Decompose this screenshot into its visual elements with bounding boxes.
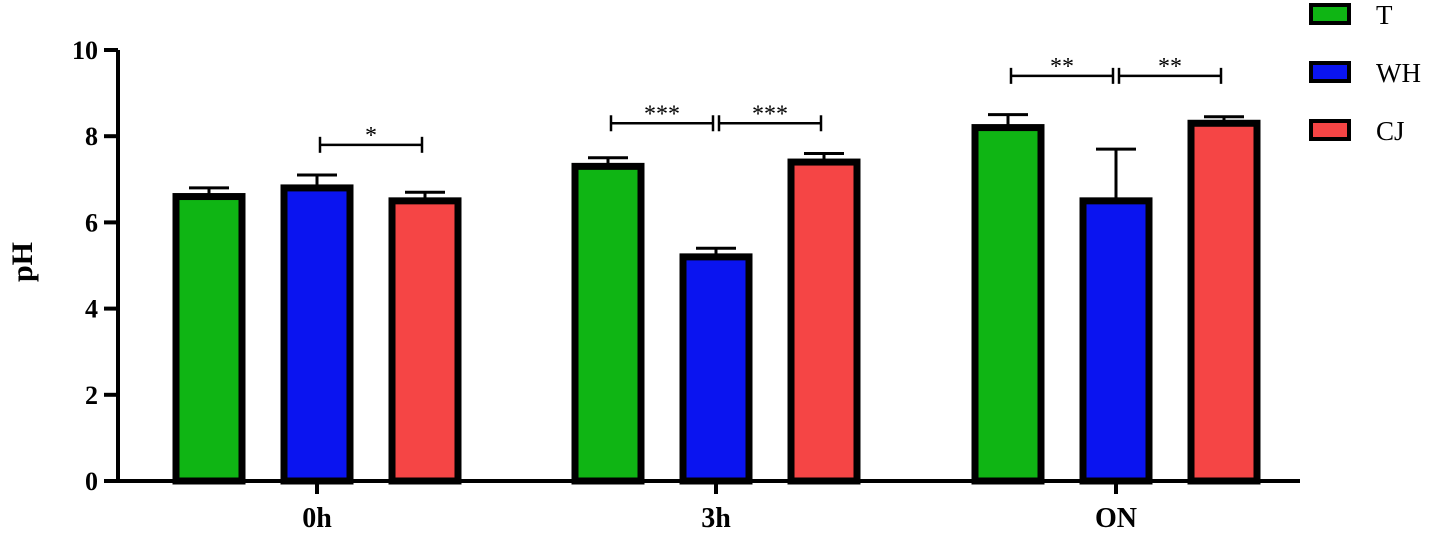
y-tick-label: 2 xyxy=(85,381,98,410)
legend-label: CJ xyxy=(1376,116,1405,146)
legend-item-t: T xyxy=(1309,0,1393,30)
significance-label: *** xyxy=(644,101,680,127)
bars xyxy=(172,119,1261,485)
bar-t-on xyxy=(971,124,1045,485)
bar-wh-on xyxy=(1079,197,1153,485)
bar-cj-0h xyxy=(388,197,462,485)
legend-swatch xyxy=(1309,119,1351,141)
x-category-label: ON xyxy=(1095,503,1137,533)
significance-bracket: *** xyxy=(609,101,715,132)
bar-t-3h xyxy=(571,162,645,485)
significance-bracket: ** xyxy=(1009,54,1115,84)
y-tick-label: 6 xyxy=(85,208,98,237)
y-tick-label: 0 xyxy=(85,467,98,496)
significance-label: ** xyxy=(1050,54,1074,80)
y-tick-label: 8 xyxy=(85,122,98,151)
legend-swatch xyxy=(1309,61,1351,83)
significance-label: ** xyxy=(1158,54,1182,80)
bar-cj-on xyxy=(1187,119,1261,485)
bar-cj-3h xyxy=(787,158,861,485)
x-category-label: 3h xyxy=(701,503,731,533)
legend-label: T xyxy=(1376,0,1393,30)
legend-label: WH xyxy=(1376,58,1421,88)
bar-wh-3h xyxy=(679,253,753,485)
significance-label: * xyxy=(365,123,377,149)
significance-bracket: * xyxy=(318,123,424,153)
significance-brackets: **** ***** ** xyxy=(318,54,1223,153)
legend-swatch xyxy=(1309,3,1351,25)
bar-wh-0h xyxy=(280,184,354,485)
significance-label: *** xyxy=(752,101,788,127)
error-bars xyxy=(189,113,1244,257)
y-tick-label: 10 xyxy=(72,36,98,65)
legend-item-cj: CJ xyxy=(1309,116,1405,146)
legend-item-wh: WH xyxy=(1309,58,1421,88)
y-axis-title: pH xyxy=(6,242,39,282)
x-category-label: 0h xyxy=(302,503,332,533)
significance-bracket: ** xyxy=(1117,54,1223,84)
legend: T WH CJ xyxy=(1309,0,1421,146)
y-tick-label: 4 xyxy=(85,295,98,324)
significance-bracket: *** xyxy=(717,101,823,132)
bar-t-0h xyxy=(172,193,246,485)
